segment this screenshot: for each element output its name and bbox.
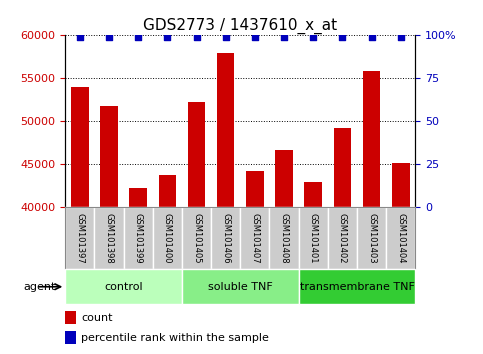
Bar <box>298 269 415 304</box>
Text: control: control <box>104 282 143 292</box>
Bar <box>241 207 270 269</box>
Bar <box>298 207 328 269</box>
Bar <box>211 207 241 269</box>
Text: count: count <box>81 313 113 323</box>
Bar <box>217 53 234 207</box>
Bar <box>304 182 322 207</box>
Point <box>251 34 259 40</box>
Text: percentile rank within the sample: percentile rank within the sample <box>81 333 269 343</box>
Bar <box>65 207 94 269</box>
Text: transmembrane TNF: transmembrane TNF <box>299 282 414 292</box>
Text: GSM101401: GSM101401 <box>309 213 318 263</box>
Bar <box>188 102 205 207</box>
Point <box>368 34 375 40</box>
Bar <box>275 150 293 207</box>
Title: GDS2773 / 1437610_x_at: GDS2773 / 1437610_x_at <box>143 18 337 34</box>
Text: GSM101403: GSM101403 <box>367 213 376 263</box>
Text: GSM101407: GSM101407 <box>250 213 259 263</box>
Point <box>134 34 142 40</box>
Bar <box>129 188 147 207</box>
Point <box>310 34 317 40</box>
Bar <box>328 207 357 269</box>
Bar <box>363 72 381 207</box>
Bar <box>386 207 415 269</box>
Text: GSM101397: GSM101397 <box>75 213 85 263</box>
Bar <box>65 331 76 344</box>
Bar <box>357 207 386 269</box>
Point <box>222 34 229 40</box>
Text: GSM101405: GSM101405 <box>192 213 201 263</box>
Bar <box>182 269 298 304</box>
Point <box>339 34 346 40</box>
Bar <box>65 269 182 304</box>
Bar <box>71 87 88 207</box>
Bar <box>392 163 410 207</box>
Point <box>76 34 84 40</box>
Bar <box>100 106 118 207</box>
Text: GSM101400: GSM101400 <box>163 213 172 263</box>
Point <box>193 34 200 40</box>
Point <box>163 34 171 40</box>
Point <box>280 34 288 40</box>
Text: GSM101402: GSM101402 <box>338 213 347 263</box>
Text: GSM101404: GSM101404 <box>396 213 405 263</box>
Bar <box>94 207 124 269</box>
Bar <box>124 207 153 269</box>
Point <box>105 34 113 40</box>
Text: GSM101408: GSM101408 <box>280 213 288 263</box>
Text: GSM101398: GSM101398 <box>104 213 114 263</box>
Bar <box>270 207 298 269</box>
Bar <box>65 312 76 324</box>
Text: agent: agent <box>23 282 56 292</box>
Bar <box>158 175 176 207</box>
Bar <box>153 207 182 269</box>
Bar <box>182 207 211 269</box>
Bar <box>246 171 264 207</box>
Text: GSM101406: GSM101406 <box>221 213 230 263</box>
Text: GSM101399: GSM101399 <box>134 213 142 263</box>
Bar <box>334 128 351 207</box>
Text: soluble TNF: soluble TNF <box>208 282 273 292</box>
Point <box>397 34 405 40</box>
